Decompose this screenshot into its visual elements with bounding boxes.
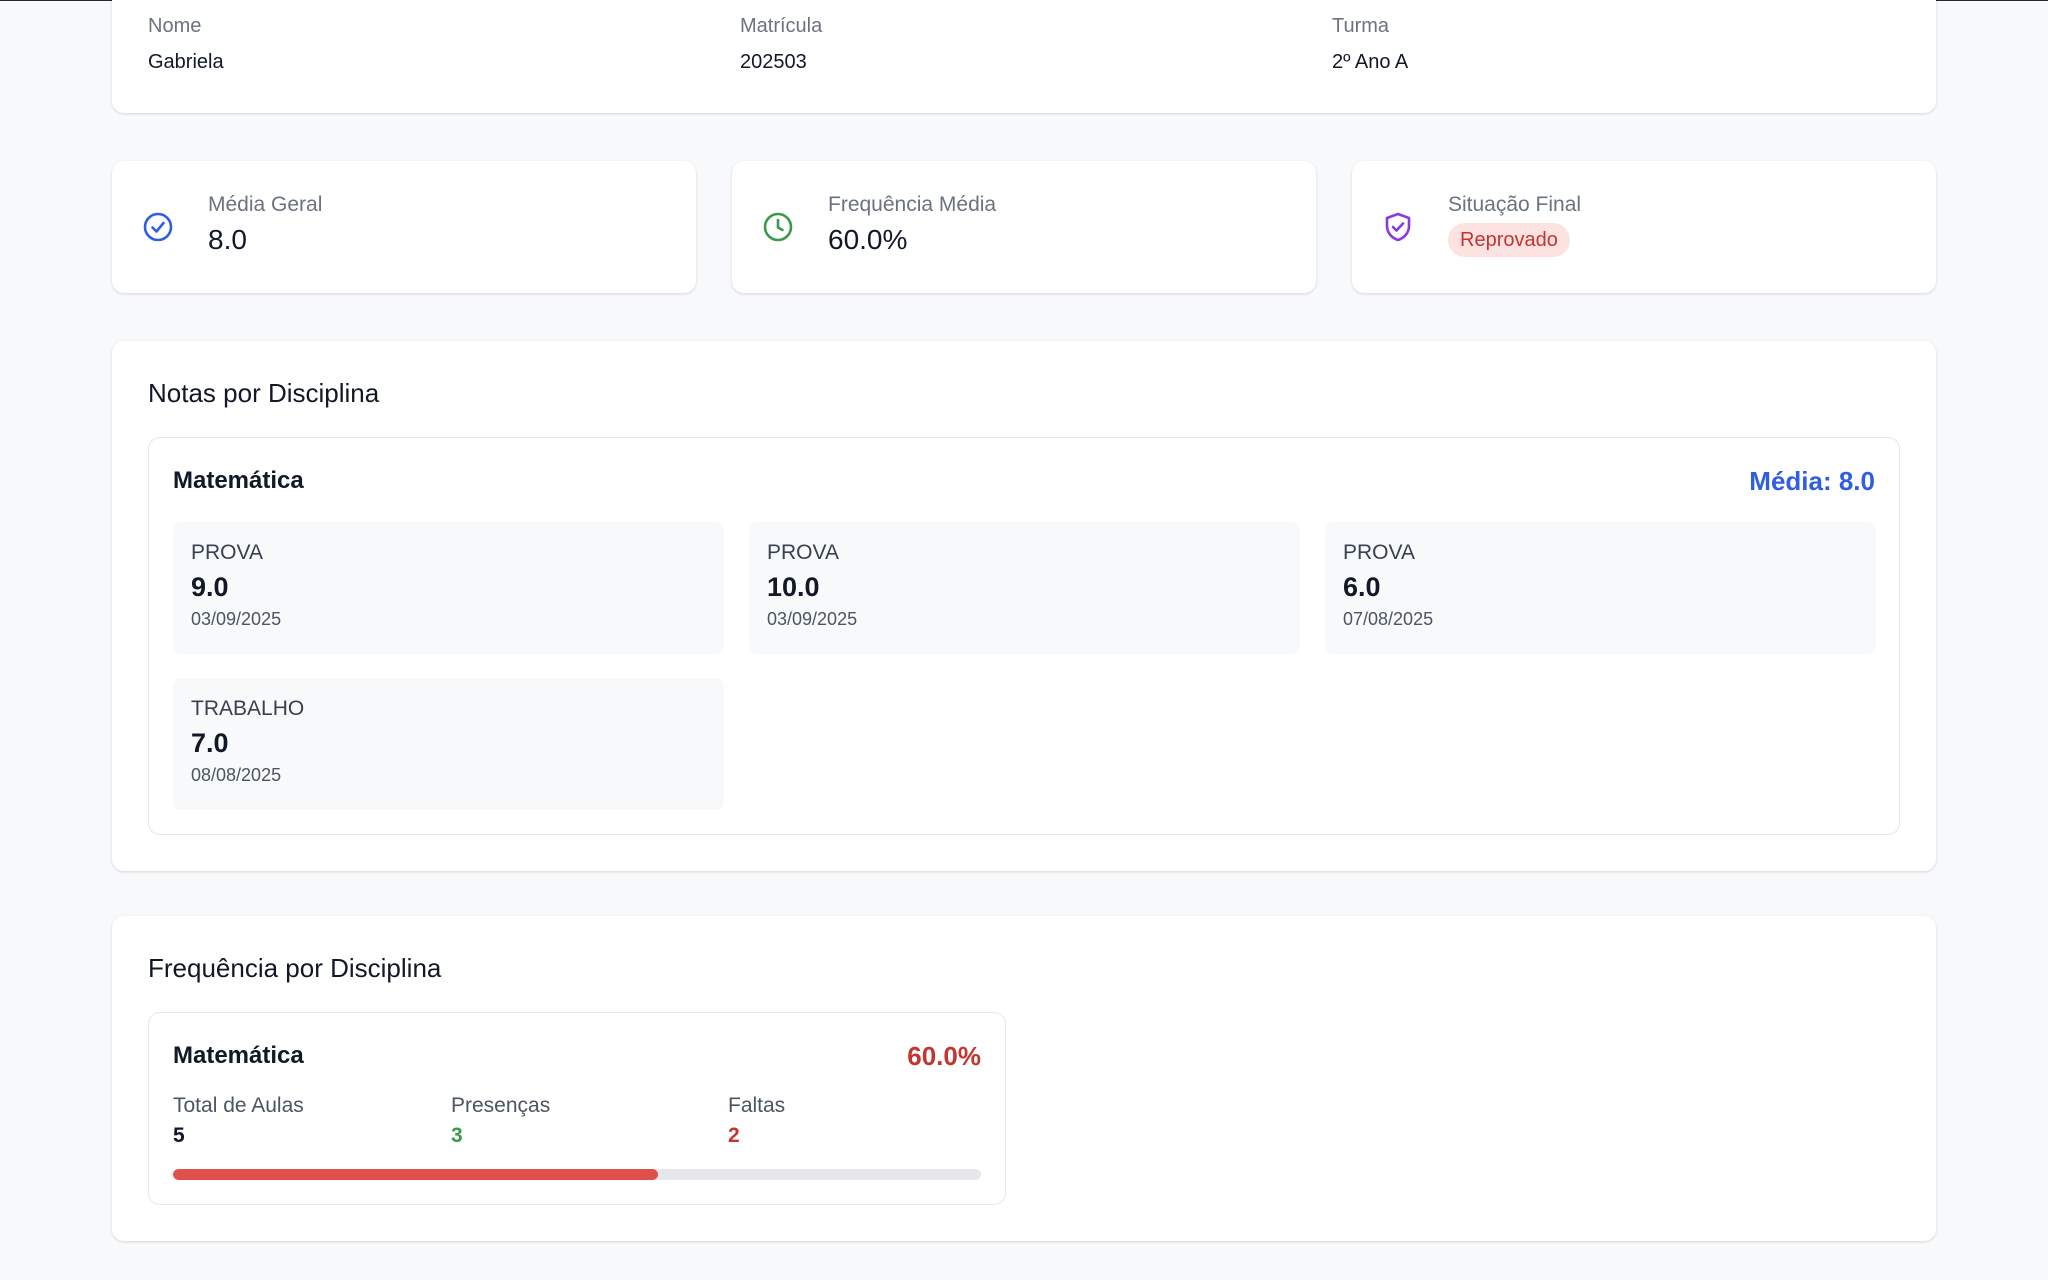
grade-date: 03/09/2025 [191,609,282,629]
status-stat-label: Situação Final [1448,193,1582,216]
student-enrollment-label: Matrícula [740,15,823,37]
frequency-section-title: Frequência por Disciplina [148,953,442,983]
student-info-card: Nome Gabriela Matrícula 202503 Turma 2º … [112,0,1936,113]
frequency-subject-box: Matemática 60.0% Total de Aulas 5 Presen… [148,1012,1006,1205]
grade-date: 07/08/2025 [1343,609,1434,629]
attendance-stat-card: Frequência Média 60.0% [732,161,1316,293]
total-classes-label: Total de Aulas [173,1094,304,1117]
absences-value: 2 [728,1124,740,1147]
shield-check-icon [1382,211,1414,243]
grades-section-title: Notas por Disciplina [148,378,380,408]
grade-date: 08/08/2025 [191,765,282,785]
student-enrollment-field: Matrícula 202503 [740,13,822,75]
student-name-field: Nome Gabriela [148,13,224,75]
average-stat-value: 8.0 [208,224,247,255]
absences-stat: Faltas 2 [728,1093,785,1149]
frequency-subject-name: Matemática [173,1042,304,1069]
presences-label: Presenças [451,1094,551,1117]
attendance-progress-bar [173,1169,981,1180]
presences-stat: Presenças 3 [451,1093,550,1149]
check-circle-icon [142,211,174,243]
absences-label: Faltas [728,1094,786,1117]
average-stat-label: Média Geral [208,193,323,216]
frequency-subject-percent: 60.0% [907,1041,981,1071]
grades-subject-box: Matemática Média: 8.0 PROVA 9.0 03/09/20… [148,437,1900,835]
status-stat-card: Situação Final Reprovado [1352,161,1936,293]
presences-value: 3 [451,1124,463,1147]
grades-subject-name: Matemática [173,467,304,494]
student-name-label: Nome [148,15,202,37]
status-badge: Reprovado [1448,223,1570,257]
grade-type: PROVA [191,541,263,564]
student-class-label: Turma [1332,15,1390,37]
clock-icon [762,211,794,243]
grade-date: 03/09/2025 [767,609,858,629]
grade-value: 9.0 [191,572,229,602]
total-classes-value: 5 [173,1124,185,1147]
total-classes-stat: Total de Aulas 5 [173,1093,304,1149]
grades-subject-average: Média: 8.0 [1749,466,1875,496]
frequency-section: Frequência por Disciplina Matemática 60.… [112,916,1936,1241]
average-stat-card: Média Geral 8.0 [112,161,696,293]
student-class-value: 2º Ano A [1332,51,1409,73]
grade-type: PROVA [1343,541,1415,564]
grade-item: TRABALHO 7.0 08/08/2025 [173,678,724,810]
grade-value: 6.0 [1343,572,1381,602]
attendance-stat-value: 60.0% [828,224,908,255]
attendance-progress-fill [173,1169,658,1180]
grade-value: 7.0 [191,728,229,758]
student-name-value: Gabriela [148,51,224,73]
grade-type: PROVA [767,541,839,564]
student-enrollment-value: 202503 [740,51,807,73]
attendance-stat-label: Frequência Média [828,193,997,216]
grade-type: TRABALHO [191,697,305,720]
grade-value: 10.0 [767,572,820,602]
grades-section: Notas por Disciplina Matemática Média: 8… [112,341,1936,871]
grade-item: PROVA 6.0 07/08/2025 [1325,522,1876,654]
grade-item: PROVA 9.0 03/09/2025 [173,522,724,654]
grade-item: PROVA 10.0 03/09/2025 [749,522,1300,654]
student-class-field: Turma 2º Ano A [1332,13,1408,75]
